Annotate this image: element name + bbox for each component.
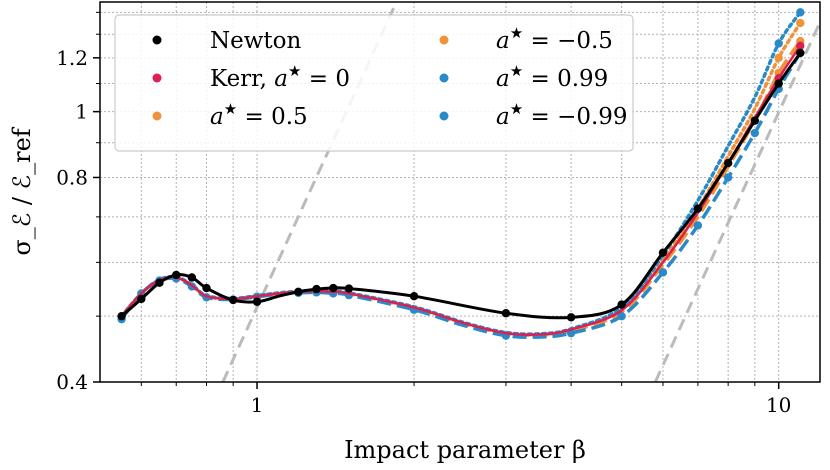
legend-label: a★ = −0.5 bbox=[496, 24, 613, 54]
data-point bbox=[344, 284, 354, 293]
data-point bbox=[329, 283, 338, 293]
data-point bbox=[693, 204, 703, 213]
data-point bbox=[172, 270, 181, 280]
data-point bbox=[658, 248, 668, 257]
plot-frame bbox=[99, 1, 821, 383]
legend-label: Kerr, a★ = 0 bbox=[210, 62, 350, 92]
legend: Newton Kerr, a★ = 0 a★ = 0.5 a★ = −0.5 a★ = … bbox=[114, 14, 634, 152]
legend-marker bbox=[152, 111, 162, 121]
y-tick-label: 1 bbox=[75, 100, 88, 124]
data-point bbox=[774, 53, 783, 63]
y-tick-label: 0.8 bbox=[56, 165, 88, 189]
data-point bbox=[796, 18, 805, 28]
data-point bbox=[252, 297, 262, 306]
data-point bbox=[294, 287, 303, 297]
data-point bbox=[723, 173, 733, 182]
legend-label: a★ = −0.99 bbox=[496, 100, 628, 130]
legend-marker bbox=[439, 73, 449, 83]
legend-box bbox=[114, 14, 634, 152]
legend-marker bbox=[152, 73, 162, 83]
x-axis-label-text: Impact parameter β bbox=[344, 436, 586, 464]
legend-item-a-0-5: a★ = −0.5 bbox=[439, 24, 613, 54]
x-tick-label: 1 bbox=[251, 393, 264, 417]
legend-marker bbox=[439, 35, 449, 45]
x-tick-label: 10 bbox=[766, 393, 791, 417]
data-point bbox=[774, 39, 783, 48]
data-point bbox=[312, 284, 321, 294]
legend-label: a★ = 0.5 bbox=[210, 100, 308, 130]
legend-label: a★ = 0.99 bbox=[496, 62, 608, 92]
data-point bbox=[723, 158, 733, 168]
legend-marker bbox=[439, 111, 449, 121]
series-newton bbox=[117, 48, 805, 322]
data-point bbox=[228, 295, 238, 305]
data-point bbox=[750, 128, 760, 138]
data-point bbox=[117, 311, 126, 321]
data-point bbox=[796, 41, 805, 50]
data-point bbox=[693, 221, 703, 230]
data-point bbox=[566, 313, 576, 322]
legend-label: Newton bbox=[210, 28, 302, 54]
data-point bbox=[750, 116, 760, 125]
data-point bbox=[501, 309, 511, 318]
legend-item-a-0-5: a★ = 0.5 bbox=[152, 100, 308, 130]
high-beta-asymptote bbox=[653, 18, 820, 382]
data-point bbox=[137, 294, 146, 304]
y-axis-label: σ_ℰ / ℰ_ref bbox=[8, 126, 36, 255]
data-point bbox=[658, 268, 668, 277]
data-point bbox=[796, 8, 805, 17]
data-point bbox=[202, 283, 211, 293]
legend-item-a-0-99: a★ = −0.99 bbox=[439, 100, 628, 130]
data-point bbox=[617, 311, 626, 321]
legend-item-newton: Newton bbox=[152, 28, 302, 54]
y-axis-label-text: σ_ℰ / ℰ_ref bbox=[8, 126, 36, 255]
data-point bbox=[187, 273, 197, 282]
series-group bbox=[117, 8, 805, 340]
axis-ticks: 1 10 0.4 0.8 1 1.2 bbox=[56, 11, 791, 417]
data-point bbox=[774, 79, 783, 88]
legend-marker bbox=[152, 35, 162, 45]
legend-item-kerr-a-0: Kerr, a★ = 0 bbox=[152, 62, 350, 92]
legend-item-a-0-99: a★ = 0.99 bbox=[439, 62, 608, 92]
data-point bbox=[409, 291, 419, 301]
data-point bbox=[617, 300, 626, 309]
y-tick-label: 0.4 bbox=[56, 370, 88, 394]
y-tick-label: 1.2 bbox=[56, 46, 88, 70]
data-point bbox=[796, 48, 805, 58]
data-point bbox=[155, 278, 164, 287]
x-axis-label: Impact parameter β bbox=[344, 436, 586, 464]
